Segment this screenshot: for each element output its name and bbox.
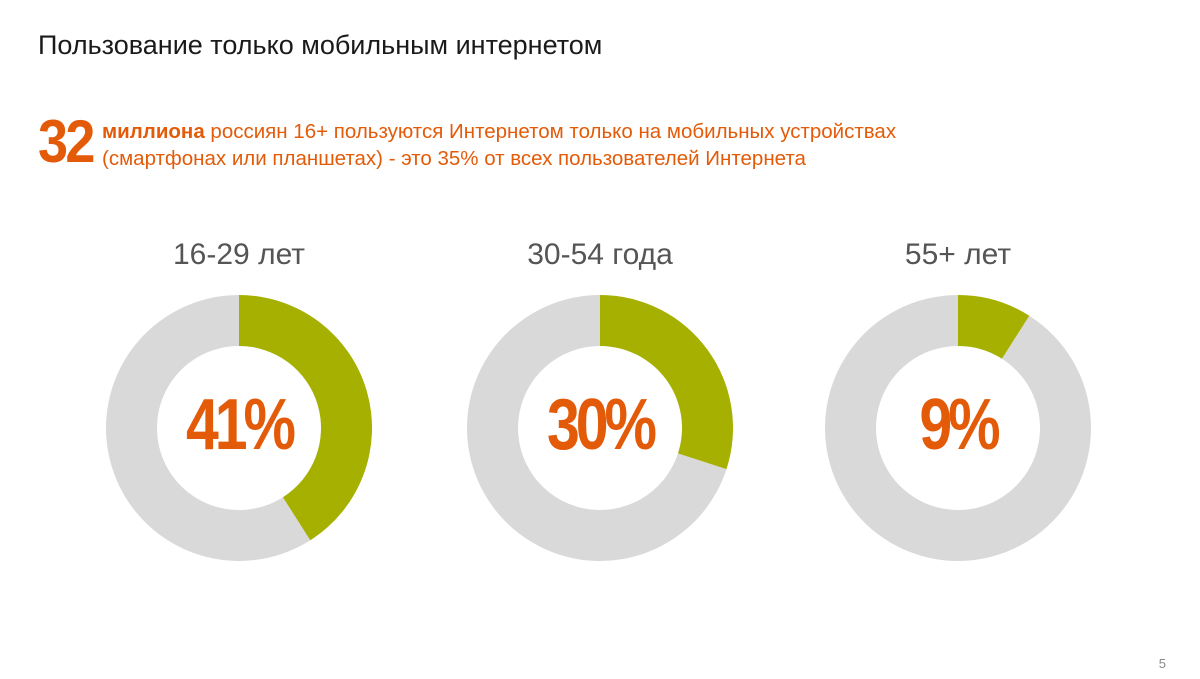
donut-remainder-slice (105, 295, 311, 561)
page-number: 5 (1158, 656, 1166, 671)
highlight-line-1: миллиона россиян 16+ пользуются Интернет… (102, 118, 896, 145)
donut-value-slice (958, 295, 1030, 359)
group-label: 55+ лет (904, 238, 1012, 271)
donut-value-label: 41% (186, 385, 296, 465)
donut-value-slice (239, 295, 372, 541)
donut-value-slice (600, 295, 734, 470)
donut-remainder-slice (467, 295, 727, 561)
donut-value-label: 30% (547, 385, 657, 465)
highlight-text: миллиона россиян 16+ пользуются Интернет… (102, 118, 896, 172)
donut-remainder-slice (825, 295, 1092, 561)
highlight-line-2: (смартфонах или планшетах) - это 35% от … (102, 147, 806, 170)
highlight-bold: миллиона (102, 120, 205, 143)
highlight-number: 32 (38, 108, 95, 175)
slide-title: Пользование только мобильным интернетом (38, 30, 603, 60)
donut-value-label: 9% (919, 385, 1000, 465)
highlight-line-1-rest: россиян 16+ пользуются Интернетом только… (204, 120, 897, 143)
group-label: 16-29 лет (173, 238, 305, 271)
group-label: 30-54 года (527, 238, 673, 271)
